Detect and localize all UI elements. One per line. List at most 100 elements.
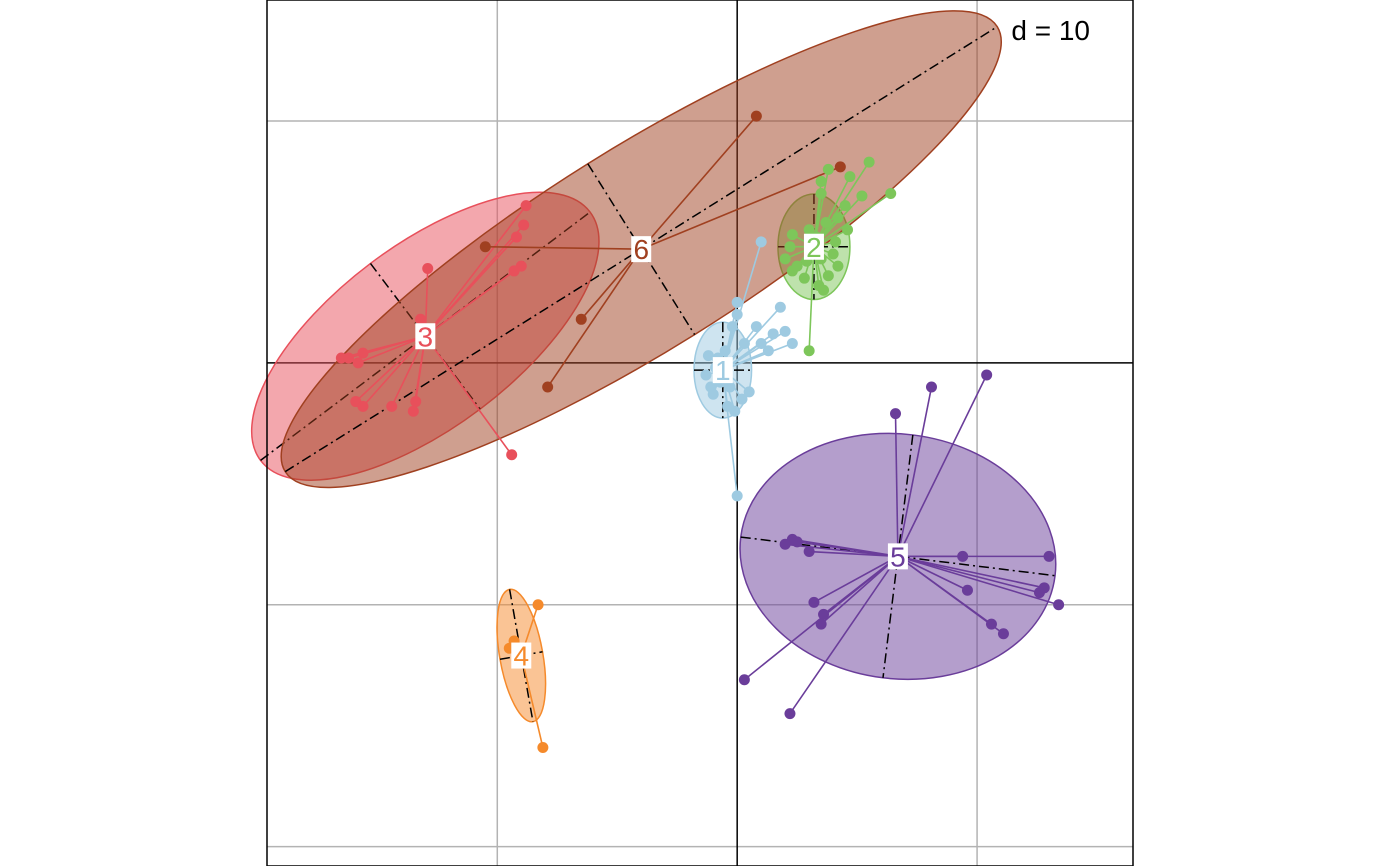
point-group-3: [422, 263, 434, 275]
point-group-2: [803, 345, 815, 357]
point-group-5: [808, 596, 820, 608]
point-group-2: [784, 241, 796, 253]
point-group-5: [784, 708, 796, 720]
group-label-1: 1: [715, 355, 731, 386]
point-group-3: [352, 357, 364, 369]
scale-label: d = 10: [1011, 15, 1090, 46]
point-group-2: [813, 279, 825, 291]
point-group-2: [815, 188, 827, 200]
point-group-1: [726, 321, 738, 333]
point-group-2: [863, 156, 875, 168]
point-group-1: [750, 321, 762, 333]
point-group-1: [705, 381, 717, 393]
star-line-3: [355, 335, 426, 403]
point-group-5: [803, 546, 815, 558]
star-line-3: [424, 236, 518, 337]
point-group-1: [700, 369, 712, 381]
star-line-5: [897, 555, 1045, 589]
point-group-3: [515, 260, 527, 272]
point-group-1: [731, 296, 743, 308]
point-group-2: [798, 272, 810, 284]
label-box-6: [631, 236, 652, 263]
point-group-2: [844, 171, 856, 183]
point-group-1: [767, 328, 779, 340]
point-group-1: [743, 386, 755, 398]
point-group-1: [755, 337, 767, 349]
point-group-3: [520, 200, 532, 212]
star-line-3: [357, 335, 426, 364]
point-group-5: [981, 369, 993, 381]
point-group-3: [506, 449, 518, 461]
point-group-1: [729, 405, 741, 417]
star-line-6: [547, 248, 642, 388]
star-line-2: [813, 192, 892, 248]
point-group-5: [738, 674, 750, 686]
point-group-4: [537, 741, 549, 753]
point-group-5: [818, 608, 830, 620]
point-group-1: [731, 308, 743, 320]
star-line-6: [485, 245, 642, 250]
point-group-3: [386, 400, 398, 412]
star-line-5: [789, 555, 899, 715]
point-group-1: [786, 337, 798, 349]
point-group-3: [410, 396, 422, 408]
point-group-3: [357, 400, 369, 412]
star-line-5: [894, 413, 899, 557]
point-group-5: [890, 408, 902, 420]
star-line-1: [721, 370, 738, 496]
point-group-2: [822, 163, 834, 175]
group-label-6: 6: [633, 234, 649, 265]
point-group-2: [779, 253, 791, 265]
point-group-1: [738, 337, 750, 349]
star-line-3: [424, 335, 513, 456]
point-group-2: [842, 224, 854, 236]
point-group-1: [755, 236, 767, 248]
star-line-5: [785, 543, 898, 558]
point-group-5: [1053, 599, 1065, 611]
point-group-5: [957, 550, 969, 562]
label-box-1: [712, 357, 733, 384]
star-line-5: [897, 555, 1040, 594]
group-label-3: 3: [418, 321, 434, 352]
point-group-3: [415, 313, 427, 325]
star-line-5: [792, 538, 899, 558]
point-group-3: [343, 352, 355, 364]
group-label-4: 4: [513, 641, 529, 672]
point-group-2: [839, 200, 851, 212]
star-line-5: [897, 386, 933, 557]
group-labels: 1 2 3 4 5 6: [415, 232, 908, 672]
point-group-1: [762, 345, 774, 357]
point-group-5: [925, 381, 937, 393]
star-line-3: [424, 265, 522, 337]
star-line-3: [362, 335, 426, 407]
point-group-1: [774, 301, 786, 313]
point-group-1: [779, 325, 791, 337]
point-group-5: [1033, 587, 1045, 599]
point-group-2: [832, 260, 844, 272]
point-group-2: [832, 212, 844, 224]
star-line-3: [362, 335, 426, 354]
point-group-5: [985, 618, 997, 630]
point-group-1: [702, 350, 714, 362]
point-group-3: [510, 231, 522, 243]
point-group-6: [834, 161, 846, 173]
label-box-3: [415, 323, 436, 350]
point-group-2: [830, 236, 842, 248]
point-group-1: [719, 345, 731, 357]
star-line-5: [897, 555, 1004, 635]
point-group-2: [803, 224, 815, 236]
point-group-3: [357, 347, 369, 359]
point-group-6: [575, 313, 587, 325]
point-group-6: [542, 381, 554, 393]
star-line-5: [897, 555, 1059, 606]
plot-frame: [266, 0, 1134, 866]
point-group-2: [791, 260, 803, 272]
group-label-5: 5: [890, 541, 906, 572]
point-group-5: [1043, 550, 1055, 562]
point-group-4: [532, 599, 544, 611]
star-line-5: [897, 374, 988, 557]
label-box-4: [511, 642, 532, 669]
point-group-5: [779, 538, 791, 550]
point-group-2: [885, 188, 897, 200]
